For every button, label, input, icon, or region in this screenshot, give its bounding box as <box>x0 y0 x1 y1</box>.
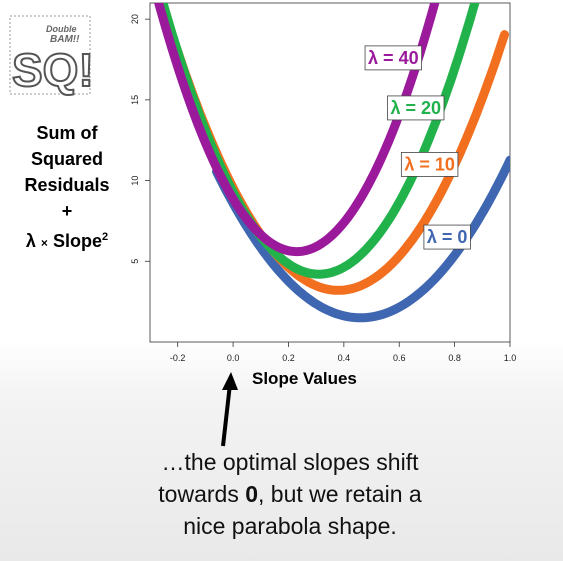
caption-zero: 0 <box>245 481 259 507</box>
y-tick-label: 15 <box>130 95 140 105</box>
slope-word: Slope <box>52 231 102 251</box>
series-label: λ = 10 <box>404 154 455 174</box>
series-label-box <box>423 224 471 250</box>
statquest-logo: Double BAM!! SQ! <box>9 15 95 97</box>
lambda-symbol: λ <box>25 231 36 251</box>
caption-line1: …the optimal slopes shift <box>161 449 419 475</box>
y-tick-label: 10 <box>130 176 140 186</box>
y-tick-label: 5 <box>130 259 140 264</box>
caption-line2-text: towards <box>158 481 246 507</box>
pointer-arrow <box>221 372 238 447</box>
caption-line2: towards 0, but we retain a <box>40 478 540 510</box>
y-label-line2: Squared <box>30 149 104 169</box>
y-label-plus: + <box>61 201 73 221</box>
series-line <box>154 3 440 257</box>
x-tick-label: 0.8 <box>448 353 461 363</box>
y-axis-label: Sum of Squared Residuals + λ × Slope2 <box>8 120 126 256</box>
series-label-box <box>400 152 459 177</box>
x-tick-label: 1.0 <box>504 353 517 363</box>
caption-line3: nice parabola shape. <box>183 513 397 539</box>
series-label: λ = 0 <box>427 227 468 247</box>
x-axis-label: Slope Values <box>252 369 357 388</box>
svg-text:BAM!!: BAM!! <box>50 34 80 45</box>
caption-line2-rest: , but we retain a <box>258 481 422 507</box>
y-label-line1: Sum of <box>36 123 98 143</box>
plot-box <box>149 2 511 343</box>
y-tick-label: 20 <box>130 14 140 24</box>
series-label: λ = 40 <box>368 48 419 68</box>
x-tick-label: 0.4 <box>338 353 351 363</box>
slope-exponent: 2 <box>101 231 109 243</box>
penalized-ssr-chart: λ = 0 λ = 10 λ = 20 λ = 40 -0.2 0.0 0.2 0.4 0.6… <box>130 2 517 363</box>
caption: …the optimal slopes shift towards 0, but… <box>40 446 540 542</box>
y-label-line3: Residuals <box>24 175 110 195</box>
x-tick-label: 0.6 <box>393 353 406 363</box>
y-label-penalty: λ × Slope2 <box>8 224 126 256</box>
times-symbol: × <box>40 236 48 250</box>
series-label-box <box>364 45 422 71</box>
x-tick-label: 0.2 <box>282 353 295 363</box>
series-label: λ = 20 <box>390 98 441 118</box>
svg-text:Double: Double <box>46 24 77 34</box>
x-tick-label: 0.0 <box>227 353 240 363</box>
svg-text:SQ!: SQ! <box>12 44 94 96</box>
series-label-box <box>387 95 445 121</box>
x-tick-label: -0.2 <box>170 353 186 363</box>
